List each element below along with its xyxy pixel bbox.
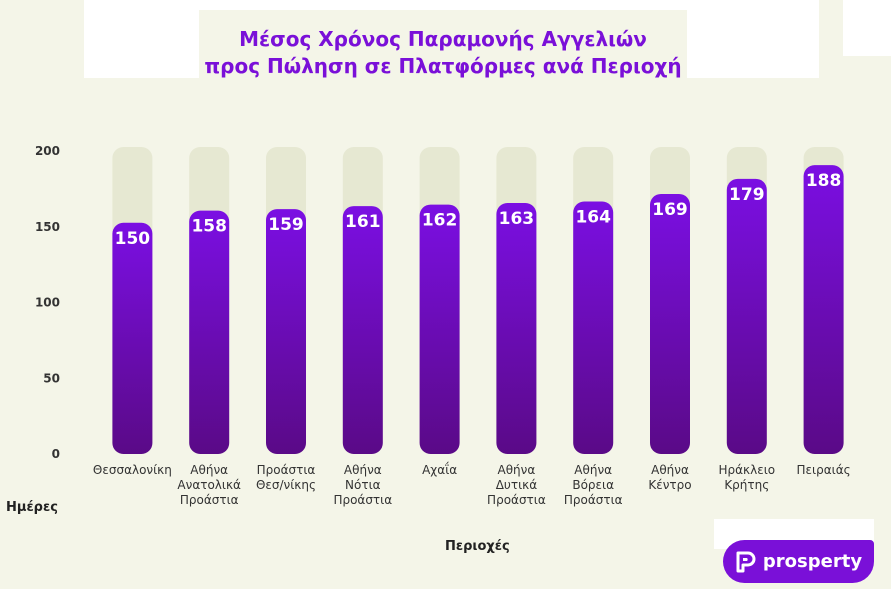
y-tick-label: 200 [35, 144, 60, 158]
x-tick-label: Πειραιάς [797, 463, 851, 477]
x-tick-label: Αθήνα [498, 463, 536, 477]
x-tick-label: Προάστια [564, 493, 623, 507]
bars: 150 158 159 161 162 163 164 169 179 188 [112, 147, 844, 454]
bar [650, 193, 690, 454]
y-tick-label: 100 [35, 296, 60, 310]
x-axis: Θεσσαλονίκη ΑθήναΑνατολικάΠροάστιαΠροάστι… [93, 462, 851, 507]
bar-value-label: 188 [806, 171, 842, 191]
x-tick-label: Δυτικά [496, 478, 538, 492]
bar [189, 210, 230, 454]
bar [803, 165, 844, 454]
x-tick-label: Αθήνα [190, 463, 228, 477]
x-tick-label: Κρήτης [724, 478, 769, 492]
bar [266, 209, 306, 454]
x-tick-label: Προάστια [257, 463, 316, 477]
y-tick-label: 50 [43, 371, 60, 385]
x-tick-label: Προάστια [333, 493, 392, 507]
y-axis-title: Ημέρες [6, 500, 58, 515]
bar [112, 222, 153, 454]
bar [726, 178, 767, 454]
y-axis: 0 50 100 150 200 [35, 144, 60, 461]
x-tick-label: Αχαΐα [422, 462, 457, 477]
bar [573, 201, 614, 454]
x-tick-label: Βόρεια [572, 478, 614, 492]
prosperty-logo-icon [736, 551, 756, 572]
bar-value-label: 163 [499, 209, 535, 229]
chart-title-line-2: προς Πώληση σε Πλατφόρμες ανά Περιοχή [204, 54, 682, 78]
chart-title: Μέσος Χρόνος Παραμονής Αγγελιών προς Πώλ… [199, 10, 687, 78]
logo-text: prosperty [762, 551, 863, 572]
x-axis-title: Περιοχές [445, 539, 510, 554]
bar [419, 204, 460, 454]
x-tick-label: Αθήνα [574, 463, 612, 477]
bar-value-label: 162 [422, 211, 458, 231]
x-tick-label: Προάστια [487, 493, 546, 507]
x-tick-label: Κέντρο [648, 478, 691, 492]
chart-title-line-1: Μέσος Χρόνος Παραμονής Αγγελιών [239, 27, 647, 51]
bar [342, 206, 383, 454]
bar [496, 203, 537, 454]
x-tick-label: Νότια [345, 478, 381, 492]
bar-value-label: 150 [115, 229, 151, 249]
x-tick-label: Ανατολικά [177, 478, 241, 492]
x-tick-label: Αθήνα [651, 463, 689, 477]
bar-value-label: 158 [191, 217, 227, 237]
white-background-patch-right [843, 0, 891, 56]
bar-value-label: 179 [729, 185, 765, 205]
bar-value-label: 159 [268, 215, 304, 235]
y-tick-label: 0 [52, 447, 60, 461]
x-tick-label: Θεσ/νίκης [256, 478, 316, 492]
y-tick-label: 150 [35, 220, 60, 234]
bar-value-label: 169 [652, 200, 688, 220]
x-tick-label: Ηράκλειο [718, 463, 775, 477]
x-tick-label: Προάστια [180, 493, 239, 507]
x-tick-label: Αθήνα [344, 463, 382, 477]
x-tick-label: Θεσσαλονίκη [93, 463, 172, 477]
bar-value-label: 164 [575, 208, 611, 228]
prosperty-logo: prosperty [723, 540, 874, 583]
bar-value-label: 161 [345, 212, 381, 232]
